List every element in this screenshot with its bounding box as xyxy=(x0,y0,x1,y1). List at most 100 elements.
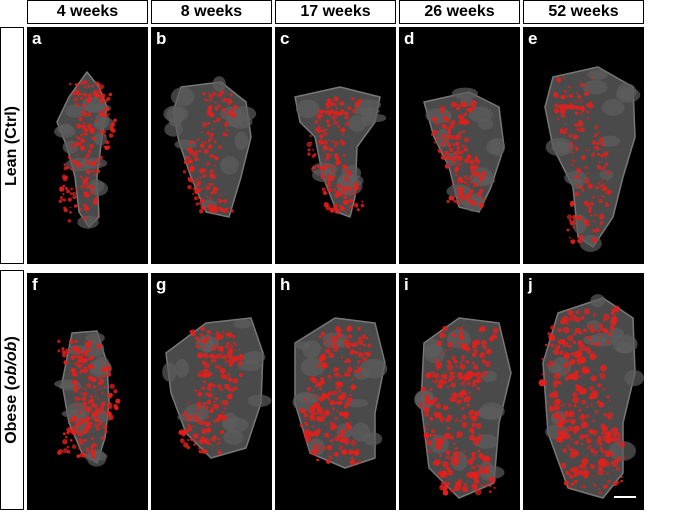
signal-dot xyxy=(585,148,588,152)
signal-dot xyxy=(195,344,199,348)
signal-dot xyxy=(568,362,573,367)
signal-dot xyxy=(327,391,333,397)
signal-dot xyxy=(203,126,206,129)
signal-dot xyxy=(345,187,349,191)
signal-dot xyxy=(574,191,580,197)
signal-dot xyxy=(213,120,216,123)
signal-dot xyxy=(358,348,361,351)
signal-dot xyxy=(307,148,311,152)
signal-dot xyxy=(63,166,68,171)
signal-dot xyxy=(99,111,105,117)
signal-dot xyxy=(563,341,569,347)
signal-dot xyxy=(205,421,211,427)
tissue-fold xyxy=(599,169,614,180)
signal-dot xyxy=(454,154,459,159)
signal-dot xyxy=(568,147,572,150)
signal-dot xyxy=(588,103,594,109)
signal-dot xyxy=(206,195,209,198)
signal-dot xyxy=(594,450,598,455)
signal-dot xyxy=(571,163,574,166)
signal-dot xyxy=(577,470,584,476)
panel-label-a: a xyxy=(32,29,42,48)
signal-dot xyxy=(222,97,227,103)
signal-dot xyxy=(213,403,220,410)
signal-dot xyxy=(202,352,205,355)
signal-dot xyxy=(90,84,95,88)
signal-dot xyxy=(224,401,229,406)
signal-dot xyxy=(304,412,309,418)
signal-dot xyxy=(573,404,577,408)
signal-dot xyxy=(460,326,463,330)
signal-dot xyxy=(605,204,609,207)
signal-dot xyxy=(620,479,623,483)
signal-dot xyxy=(566,419,570,423)
signal-dot xyxy=(320,174,325,179)
tissue-fold xyxy=(590,294,606,308)
signal-dot xyxy=(316,113,322,119)
signal-dot xyxy=(325,163,330,168)
signal-dot xyxy=(194,389,198,392)
signal-dot xyxy=(574,175,577,178)
signal-dot xyxy=(480,339,487,347)
tissue-image-i xyxy=(414,317,512,499)
signal-dot xyxy=(344,371,347,373)
signal-dot xyxy=(333,451,339,457)
signal-dot xyxy=(211,127,215,131)
tissue-fold xyxy=(83,451,108,462)
signal-dot xyxy=(581,83,583,85)
signal-dot xyxy=(486,465,490,469)
tissue-image-f xyxy=(54,330,121,467)
signal-dot xyxy=(566,444,570,448)
signal-dot xyxy=(217,437,220,441)
tissue-image-j xyxy=(538,294,644,499)
signal-dot xyxy=(452,397,457,402)
signal-dot xyxy=(208,92,211,94)
signal-dot xyxy=(217,198,222,203)
signal-dot xyxy=(214,101,217,104)
signal-dot xyxy=(463,137,469,143)
signal-dot xyxy=(223,208,228,213)
signal-dot xyxy=(103,98,108,103)
signal-dot xyxy=(343,437,349,444)
signal-dot xyxy=(582,469,589,477)
signal-dot xyxy=(439,331,442,335)
signal-dot xyxy=(569,373,577,380)
signal-dot xyxy=(214,392,217,395)
signal-dot xyxy=(196,440,199,443)
signal-dot xyxy=(578,434,585,440)
signal-dot xyxy=(228,362,233,367)
signal-dot xyxy=(571,482,575,486)
signal-dot xyxy=(339,101,345,106)
signal-dot xyxy=(312,444,317,449)
signal-dot xyxy=(207,392,213,398)
signal-dot xyxy=(238,348,241,351)
signal-dot xyxy=(548,360,555,367)
signal-dot xyxy=(575,317,581,323)
signal-dot xyxy=(223,122,229,128)
signal-dot xyxy=(538,379,546,387)
signal-dot xyxy=(572,226,575,229)
signal-dot xyxy=(443,432,451,440)
signal-dot xyxy=(339,429,346,435)
signal-dot xyxy=(582,421,589,428)
tissue-fold xyxy=(170,87,195,107)
signal-dot xyxy=(339,374,343,378)
signal-dot xyxy=(73,388,79,393)
signal-dot xyxy=(74,103,79,107)
signal-dot xyxy=(224,407,227,410)
signal-dot xyxy=(325,155,330,160)
signal-dot xyxy=(320,395,326,401)
signal-dot xyxy=(206,427,212,433)
signal-dot xyxy=(589,463,595,469)
signal-dot xyxy=(226,341,230,346)
row-label-obese-tail: ) xyxy=(3,336,20,342)
signal-dot xyxy=(350,456,355,460)
signal-dot xyxy=(586,172,589,175)
signal-dot xyxy=(431,380,434,383)
signal-dot xyxy=(553,404,560,411)
tissue-fold xyxy=(65,104,86,118)
signal-dot xyxy=(589,353,597,360)
signal-dot xyxy=(228,395,231,399)
signal-dot xyxy=(97,376,101,380)
signal-dot xyxy=(105,365,111,372)
